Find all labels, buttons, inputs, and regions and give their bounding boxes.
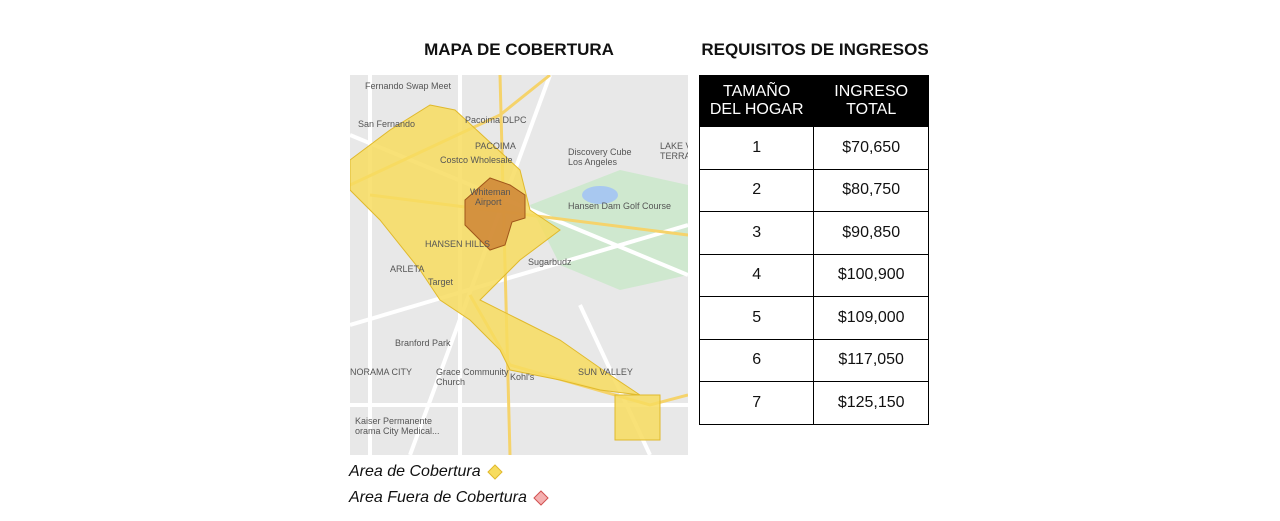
map-title: MAPA DE COBERTURA xyxy=(424,40,614,59)
table-row: 4 $100,900 xyxy=(698,253,929,297)
table-row: 1 $70,650 xyxy=(698,126,929,170)
legend-item: Area de Cobertura xyxy=(349,463,503,481)
header-cell: INGRESO TOTAL xyxy=(813,75,929,127)
table-cell: $70,650 xyxy=(813,126,929,170)
header-text: INGRESO xyxy=(834,83,909,100)
table-row: 5 $109,000 xyxy=(698,296,929,340)
table-cell: 7 xyxy=(698,381,815,425)
map-label: Kaiser Permanente xyxy=(355,416,432,426)
table-cell: 1 xyxy=(698,126,815,170)
table-cell: $90,850 xyxy=(813,211,929,255)
legend-text: Area Fuera de Cobertura xyxy=(349,489,527,506)
header-text: DEL HOGAR xyxy=(709,101,804,118)
table-cell: $100,900 xyxy=(813,253,929,297)
header-text: TOTAL xyxy=(846,101,897,118)
legend-icon xyxy=(533,490,549,506)
legend-item: Area Fuera de Cobertura xyxy=(349,489,549,507)
table-row: 7 $125,150 xyxy=(698,381,929,425)
table-cell: $109,000 xyxy=(813,296,929,340)
map-label: Church xyxy=(436,377,465,387)
map-label: LAKE VIEW xyxy=(660,141,688,151)
map-label: Sugarbudz xyxy=(528,257,572,267)
table-cell: 3 xyxy=(698,211,815,255)
map-label: Discovery Cube xyxy=(568,147,632,157)
map-label: SUN VALLEY xyxy=(578,367,633,377)
map-label: PACOIMA xyxy=(475,141,516,151)
table-cell: $117,050 xyxy=(813,338,929,382)
header-row: TAMAÑO DEL HOGAR INGRESO TOTAL xyxy=(698,75,929,127)
map-label: HANSEN HILLS xyxy=(425,239,490,249)
income-table: TAMAÑO DEL HOGAR INGRESO TOTAL 1 $70,650 2 $80… xyxy=(698,75,929,425)
table-title: REQUISITOS DE INGRESOS xyxy=(701,40,929,59)
table-cell: $125,150 xyxy=(813,381,929,425)
table-row: 6 $117,050 xyxy=(698,338,929,382)
map-label: Grace Community xyxy=(436,367,509,377)
map-label: Kohl's xyxy=(510,372,535,382)
map-label: TERRACE xyxy=(660,151,688,161)
header-text: TAMAÑO xyxy=(723,83,791,100)
table-cell: 5 xyxy=(698,296,815,340)
table-row: 2 $80,750 xyxy=(698,168,929,212)
table-cell: 2 xyxy=(698,168,815,212)
map-label: Airport xyxy=(475,197,502,207)
map-label: Los Angeles xyxy=(568,157,618,167)
table-cell: $80,750 xyxy=(813,168,929,212)
table-cell: 4 xyxy=(698,253,815,297)
table-row: 3 $90,850 xyxy=(698,211,929,255)
map-label: Target xyxy=(428,277,454,287)
map-label: Hansen Dam Golf Course xyxy=(568,201,671,211)
map-label: orama City Medical... xyxy=(355,426,440,436)
legend-icon xyxy=(486,464,503,480)
coverage-map: Fernando Swap Meet Pacoima DLPC San Fern… xyxy=(350,75,688,455)
map-label: Fernando Swap Meet xyxy=(365,81,452,91)
map-label: Branford Park xyxy=(395,338,451,348)
map-label: San Fernando xyxy=(358,119,415,129)
map-label: Pacoima DLPC xyxy=(465,115,527,125)
table-cell: 6 xyxy=(698,338,815,382)
header-cell: TAMAÑO DEL HOGAR xyxy=(698,75,815,127)
map-label: Costco Wholesale xyxy=(440,155,513,165)
map-label: Whiteman xyxy=(470,187,511,197)
map-label: NORAMA CITY xyxy=(350,367,412,377)
map-label: ARLETA xyxy=(390,264,424,274)
legend-text: Area de Cobertura xyxy=(349,463,481,480)
